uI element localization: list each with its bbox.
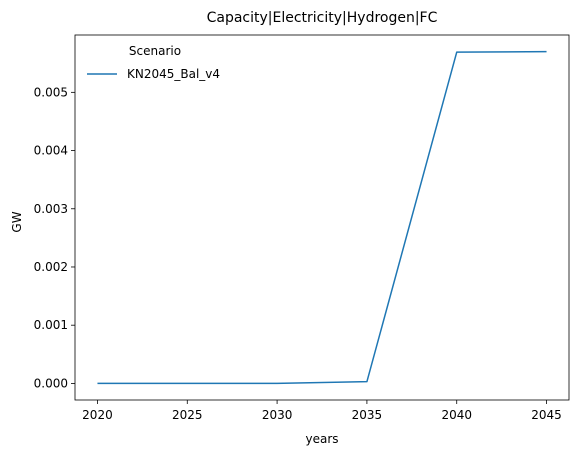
x-axis: 2020 2025 2030 2035 2040 2045 (82, 400, 562, 422)
y-tick-label: 0.005 (34, 85, 68, 99)
legend-entry-kn2045-bal-v4: KN2045_Bal_v4 (127, 67, 220, 81)
y-axis-label: GW (10, 211, 24, 232)
y-axis: 0.000 0.001 0.002 0.003 0.004 0.005 (34, 85, 75, 390)
x-tick-label: 2025 (172, 408, 203, 422)
series-layer (97, 50, 547, 385)
y-tick-label: 0.004 (34, 144, 68, 158)
y-tick-label: 0.002 (34, 260, 68, 274)
legend-title: Scenario (129, 44, 181, 58)
y-tick-label: 0.000 (34, 376, 68, 390)
plot-area: 2020 2025 2030 2035 2040 2045 0.000 0.001 0.002… (34, 34, 570, 422)
x-tick-label: 2040 (441, 408, 472, 422)
axes-frame (74, 34, 570, 401)
y-tick-label: 0.003 (34, 202, 68, 216)
chart-title: Capacity|Electricity|Hydrogen|FC (207, 10, 438, 26)
x-axis-label: years (305, 432, 338, 446)
x-tick-label: 2035 (352, 408, 383, 422)
y-tick-label: 0.001 (34, 318, 68, 332)
x-tick-label: 2030 (262, 408, 293, 422)
x-tick-label: 2045 (531, 408, 562, 422)
x-tick-label: 2020 (82, 408, 113, 422)
series-line-kn2045-bal-v4 (97, 50, 547, 385)
legend: Scenario KN2045_Bal_v4 (87, 44, 220, 81)
